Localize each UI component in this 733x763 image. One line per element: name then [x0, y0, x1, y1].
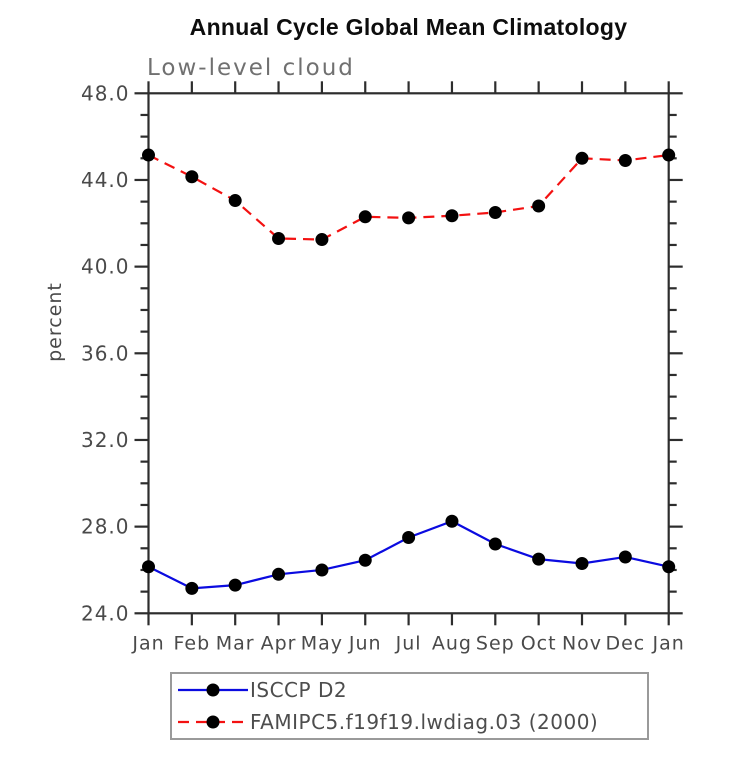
data-point — [142, 148, 155, 162]
data-point — [358, 210, 372, 224]
legend-line-sample-dashed — [178, 715, 248, 729]
legend-entry-isccp: ISCCP D2 — [176, 675, 647, 705]
x-tick-label: Jun — [348, 632, 382, 654]
legend-box: ISCCP D2 FAMIPC5.f19f19.lwdiag.03 (2000) — [170, 672, 649, 740]
data-point — [272, 567, 286, 581]
x-tick-label: Jan — [652, 632, 685, 654]
legend-sample-marker — [206, 715, 220, 729]
x-tick-label: Mar — [216, 632, 255, 654]
data-point — [575, 556, 589, 570]
x-tick-label: May — [301, 632, 343, 654]
legend-label: ISCCP D2 — [250, 678, 348, 703]
x-tick-label: Dec — [605, 632, 645, 654]
x-tick-label: Aug — [432, 632, 472, 654]
data-point — [618, 153, 632, 167]
data-point — [488, 205, 502, 219]
data-point — [185, 170, 199, 184]
data-point — [228, 578, 242, 592]
legend-sample-marker — [206, 683, 220, 697]
y-tick-label: 28.0 — [81, 515, 130, 539]
legend-entry-famipc5: FAMIPC5.f19f19.lwdiag.03 (2000) — [176, 707, 647, 737]
data-point — [445, 514, 459, 528]
legend-line-sample-solid — [178, 683, 248, 697]
data-point — [272, 231, 286, 245]
x-tick-label: Sep — [476, 632, 515, 654]
data-point — [488, 537, 502, 551]
data-point — [532, 199, 546, 213]
x-tick-label: Nov — [562, 632, 602, 654]
x-tick-label: Feb — [174, 632, 211, 654]
x-tick-label: Jan — [131, 632, 164, 654]
y-tick-label: 48.0 — [81, 81, 130, 105]
data-point — [532, 552, 546, 566]
data-point — [358, 553, 372, 567]
x-tick-label: Apr — [261, 632, 297, 654]
legend-label: FAMIPC5.f19f19.lwdiag.03 (2000) — [250, 709, 599, 734]
chart-subtitle: Low-level cloud — [147, 55, 355, 81]
y-tick-label: 44.0 — [81, 168, 130, 192]
data-point — [185, 581, 199, 595]
data-point — [445, 209, 459, 223]
data-point — [662, 148, 676, 162]
y-tick-label: 40.0 — [81, 255, 130, 279]
x-tick-label: Jul — [395, 632, 422, 654]
data-point — [402, 530, 416, 544]
y-tick-label: 32.0 — [81, 428, 130, 452]
y-tick-label: 24.0 — [81, 601, 130, 625]
series-line — [148, 153, 669, 241]
data-point — [402, 211, 416, 225]
data-point — [315, 563, 329, 577]
y-tick-label: 36.0 — [81, 341, 130, 365]
data-point — [315, 233, 329, 247]
chart-title: Annual Cycle Global Mean Climatology — [189, 14, 628, 40]
data-point — [575, 151, 589, 165]
data-point — [228, 194, 242, 208]
data-point — [142, 560, 155, 574]
x-tick-label: Oct — [521, 632, 557, 654]
data-point — [618, 550, 632, 564]
data-point — [662, 560, 676, 574]
